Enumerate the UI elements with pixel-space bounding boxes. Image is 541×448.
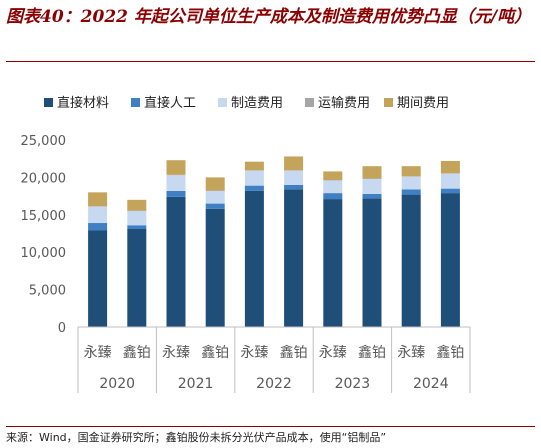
bar-segment [127, 225, 147, 230]
bar-segment [284, 170, 304, 185]
y-tick-label: 10,000 [21, 246, 67, 261]
bar-segment [362, 193, 382, 199]
bar-segment [244, 170, 264, 186]
bar-segment [401, 166, 421, 177]
bar-segment [88, 206, 108, 224]
x-group-label: 2020 [99, 376, 135, 392]
bar-segment [440, 173, 460, 189]
stacked-bar-chart: 直接材料 直接人工 制造费用 运输费用 期间费用 0 5,000 10,000 15,000 2… [21, 95, 471, 393]
bar-stacks [88, 156, 460, 327]
bar-segment [440, 160, 460, 174]
x-tick-label: 永臻 [397, 345, 425, 361]
bar-segment [88, 223, 108, 231]
x-group-label: 2022 [256, 376, 292, 392]
bar-segment [166, 190, 186, 197]
legend-swatch [44, 98, 53, 107]
bar-segment [166, 175, 186, 191]
x-tick-label: 鑫铂 [436, 344, 464, 361]
y-tick-label: 5,000 [29, 284, 66, 299]
legend-swatch [305, 98, 314, 107]
x-tick-label: 鑫铂 [358, 344, 386, 361]
y-tick-label: 25,000 [21, 134, 67, 149]
legend-label: 制造费用 [231, 96, 283, 111]
x-tick-label: 永臻 [162, 345, 190, 361]
legend-swatch [131, 98, 140, 107]
legend-label: 直接材料 [57, 95, 109, 111]
legend-label: 直接人工 [144, 95, 196, 111]
bar-segment [401, 189, 421, 195]
legend-swatch [218, 98, 227, 107]
x-tick-label: 永臻 [319, 345, 347, 361]
bar-segment [440, 193, 460, 327]
x-tick-label: 永臻 [84, 345, 112, 361]
chart-legend: 直接材料 直接人工 制造费用 运输费用 期间费用 [44, 95, 449, 111]
x-group-label: 2021 [178, 376, 214, 392]
bar-segment [205, 177, 225, 191]
bar-segment [166, 196, 186, 327]
bar-segment [166, 160, 186, 175]
bar-segment [284, 184, 304, 190]
bar-segment [323, 199, 343, 327]
bar-segment [127, 199, 147, 211]
legend-swatch [384, 98, 393, 107]
bar-segment [88, 230, 108, 327]
figure-title: 图表40：2022 年起公司单位生产成本及制造费用优势凸显（元/吨） [6, 7, 532, 27]
bar-segment [244, 161, 264, 171]
bar-segment [362, 198, 382, 327]
x-tick-label: 永臻 [240, 345, 268, 361]
x-tick-label: 鑫铂 [201, 344, 229, 361]
legend-label: 运输费用 [318, 95, 370, 111]
legend-label: 期间费用 [397, 96, 449, 111]
bar-segment [284, 189, 304, 327]
source-rule [6, 426, 535, 427]
bar-segment [401, 176, 421, 190]
bar-segment [244, 185, 264, 191]
bar-segment [127, 229, 147, 327]
x-tick-label: 鑫铂 [280, 344, 308, 361]
bar-segment [127, 211, 147, 226]
y-tick-label: 15,000 [21, 209, 67, 224]
bar-segment [284, 156, 304, 171]
source-note: 来源：Wind，国金证券研究所；鑫铂股份未拆分光伏产品成本，使用“铝制品” [6, 431, 387, 444]
bar-segment [244, 190, 264, 327]
x-tick-label: 鑫铂 [123, 344, 151, 361]
bar-segment [362, 178, 382, 194]
bar-segment [205, 190, 225, 204]
x-group-label: 2024 [413, 376, 449, 392]
bar-segment [362, 166, 382, 179]
bar-segment [323, 171, 343, 181]
x-group-label: 2023 [335, 376, 371, 392]
bar-segment [205, 208, 225, 327]
bar-segment [88, 192, 108, 207]
y-tick-label: 0 [58, 321, 66, 336]
y-axis: 0 5,000 10,000 15,000 20,000 25,000 [21, 134, 67, 336]
bar-segment [440, 188, 460, 194]
bar-segment [401, 194, 421, 327]
bar-segment [323, 180, 343, 194]
bar-segment [205, 203, 225, 209]
bar-segment [323, 193, 343, 200]
title-rule [6, 61, 535, 62]
y-tick-label: 20,000 [21, 171, 67, 186]
